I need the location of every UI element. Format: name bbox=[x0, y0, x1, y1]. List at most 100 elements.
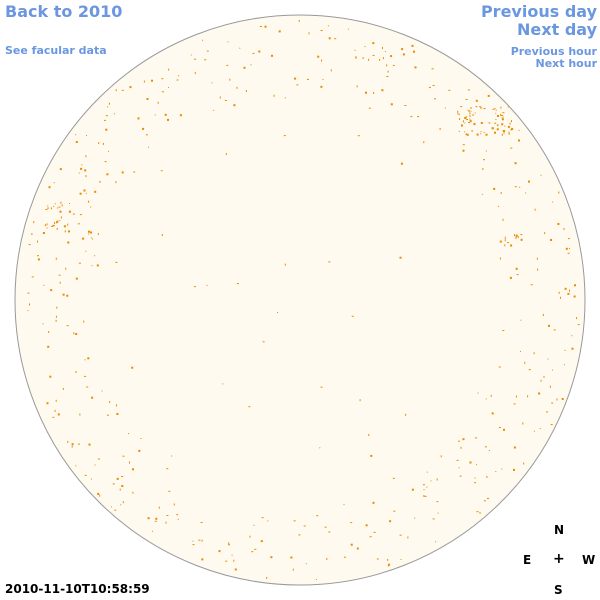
previous-hour-link[interactable]: Previous hour bbox=[510, 45, 597, 58]
sunspot-mark bbox=[101, 390, 103, 392]
sunspot-mark bbox=[277, 312, 279, 313]
sunspot-mark bbox=[474, 482, 477, 484]
sunspot-mark bbox=[552, 369, 553, 371]
sunspot-mark bbox=[569, 247, 570, 249]
sunspot-mark bbox=[534, 208, 536, 211]
sunspot-mark bbox=[483, 500, 486, 502]
sunspot-mark bbox=[491, 412, 494, 415]
sunspot-mark bbox=[166, 468, 169, 470]
sunspot-mark bbox=[57, 413, 60, 416]
sunspot-mark bbox=[248, 406, 251, 408]
next-day-link[interactable]: Next day bbox=[517, 20, 597, 39]
sunspot-mark bbox=[293, 520, 296, 522]
sunspot-mark bbox=[56, 227, 58, 230]
sunspot-mark bbox=[260, 540, 263, 543]
sunspot-mark bbox=[133, 171, 136, 173]
sunspot-mark bbox=[316, 515, 319, 517]
sunspot-mark bbox=[94, 464, 96, 466]
sunspot-mark bbox=[132, 468, 134, 471]
sunspot-mark bbox=[479, 511, 481, 514]
sunspot-mark bbox=[105, 115, 108, 117]
sunspot-mark bbox=[231, 554, 233, 556]
sunspot-mark bbox=[373, 92, 375, 94]
sunspot-mark bbox=[27, 310, 29, 312]
solar-disk bbox=[14, 14, 586, 586]
sunspot-mark bbox=[411, 488, 414, 491]
sunspot-mark bbox=[480, 122, 483, 124]
sunspot-mark bbox=[147, 517, 150, 520]
sunspot-mark bbox=[261, 517, 264, 519]
sunspot-mark bbox=[483, 108, 486, 110]
sunspot-mark bbox=[106, 414, 109, 416]
sunspot-mark bbox=[470, 107, 472, 109]
sunspot-mark bbox=[62, 387, 64, 390]
sunspot-mark bbox=[31, 233, 33, 236]
sunspot-mark bbox=[59, 281, 61, 284]
next-hour-link[interactable]: Next hour bbox=[535, 57, 598, 70]
sunspot-mark bbox=[83, 189, 86, 192]
sunspot-mark bbox=[85, 250, 87, 252]
sunspot-mark bbox=[506, 242, 509, 244]
sunspot-mark bbox=[132, 491, 134, 494]
sunspot-mark bbox=[161, 91, 164, 93]
sunspot-mark bbox=[484, 446, 487, 448]
sunspot-mark bbox=[480, 107, 483, 109]
back-to-year-link[interactable]: Back to 2010 bbox=[5, 2, 123, 21]
sunspot-mark bbox=[88, 200, 90, 203]
sunspot-mark bbox=[116, 413, 119, 415]
sunspot-mark bbox=[518, 139, 520, 142]
sunspot-mark bbox=[493, 187, 496, 190]
sunspot-mark bbox=[251, 551, 254, 553]
sunspot-mark bbox=[436, 501, 439, 503]
sunspot-mark bbox=[296, 84, 299, 86]
sunspot-mark bbox=[467, 89, 470, 91]
sunspot-mark bbox=[354, 49, 356, 51]
sunspot-mark bbox=[376, 558, 379, 560]
sunspot-mark bbox=[202, 39, 204, 41]
sunspot-mark bbox=[493, 108, 496, 110]
sunspot-mark bbox=[116, 404, 117, 407]
sunspot-mark bbox=[500, 106, 502, 109]
sunspot-mark bbox=[474, 437, 477, 439]
sunspot-mark bbox=[458, 130, 460, 132]
sunspot-mark bbox=[355, 56, 357, 59]
sunspot-mark bbox=[98, 142, 100, 145]
sunspot-mark bbox=[143, 80, 145, 83]
sunspot-mark bbox=[292, 568, 294, 571]
sunspot-mark bbox=[91, 396, 94, 399]
sunspot-mark bbox=[372, 54, 375, 56]
sunspot-mark bbox=[252, 52, 255, 54]
sunspot-mark bbox=[542, 313, 544, 316]
sunspot-mark bbox=[501, 114, 504, 116]
sunspot-mark bbox=[569, 289, 570, 292]
sunspot-mark bbox=[55, 315, 57, 318]
facular-data-link[interactable]: See facular data bbox=[5, 44, 107, 57]
sunspot-mark bbox=[31, 276, 34, 278]
sunspot-mark bbox=[350, 522, 353, 524]
sunspot-mark bbox=[58, 206, 61, 208]
sunspot-mark bbox=[90, 231, 93, 234]
sunspot-mark bbox=[211, 82, 213, 84]
sunspot-mark bbox=[536, 257, 538, 260]
sunspot-mark bbox=[497, 115, 499, 117]
sunspot-mark bbox=[458, 467, 460, 469]
previous-day-link[interactable]: Previous day bbox=[480, 2, 597, 21]
sunspot-mark bbox=[42, 232, 45, 234]
sunspot-mark bbox=[511, 127, 514, 130]
sunspot-mark bbox=[146, 98, 149, 100]
sunspot-mark bbox=[206, 284, 208, 286]
sunspot-mark bbox=[462, 144, 465, 146]
sunspot-mark bbox=[104, 161, 107, 163]
sunspot-mark bbox=[320, 85, 323, 88]
sunspot-mark bbox=[475, 106, 478, 108]
sunspot-mark bbox=[520, 319, 522, 321]
sunspot-mark bbox=[72, 213, 75, 215]
sunspot-mark bbox=[414, 66, 417, 69]
sunspot-mark bbox=[78, 172, 80, 174]
sunspot-mark bbox=[501, 133, 503, 136]
sunspot-mark bbox=[116, 477, 119, 480]
sunspot-mark bbox=[270, 556, 273, 559]
sunspot-mark bbox=[69, 203, 70, 204]
sunspot-mark bbox=[71, 445, 73, 448]
